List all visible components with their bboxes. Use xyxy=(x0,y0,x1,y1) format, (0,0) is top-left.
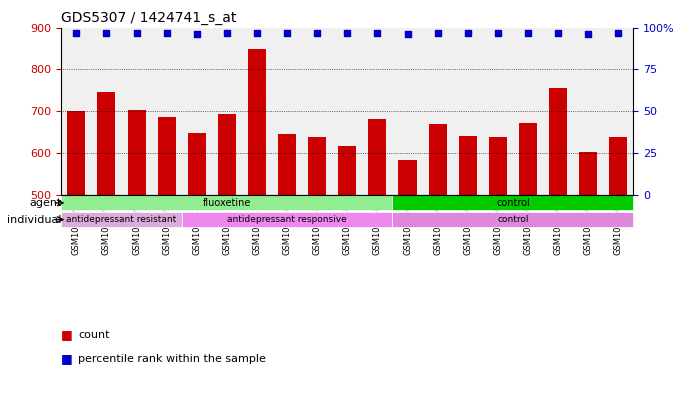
Bar xyxy=(67,111,85,393)
Bar xyxy=(459,136,477,393)
Point xyxy=(372,29,383,36)
Text: antidepressant responsive: antidepressant responsive xyxy=(227,215,347,224)
Point xyxy=(312,29,323,36)
Bar xyxy=(97,92,116,393)
Point xyxy=(161,29,172,36)
Text: fluoxetine: fluoxetine xyxy=(203,198,251,208)
Point xyxy=(522,29,533,36)
Bar xyxy=(368,119,386,393)
Bar xyxy=(188,133,206,393)
Point xyxy=(221,29,232,36)
Point xyxy=(131,29,142,36)
FancyBboxPatch shape xyxy=(392,212,633,227)
Text: individual: individual xyxy=(7,215,61,224)
Point xyxy=(282,29,293,36)
Text: percentile rank within the sample: percentile rank within the sample xyxy=(78,354,266,364)
Point xyxy=(583,31,594,37)
FancyBboxPatch shape xyxy=(61,212,182,227)
Bar xyxy=(519,123,537,393)
Text: control: control xyxy=(497,215,528,224)
Point xyxy=(191,31,202,37)
Text: antidepressant resistant: antidepressant resistant xyxy=(66,215,176,224)
Text: agent: agent xyxy=(29,198,61,208)
Bar xyxy=(428,123,447,393)
Bar xyxy=(579,152,597,393)
Point xyxy=(462,29,473,36)
Bar xyxy=(338,146,356,393)
Bar xyxy=(609,137,627,393)
Bar xyxy=(248,49,266,393)
Bar xyxy=(398,160,417,393)
FancyBboxPatch shape xyxy=(61,195,392,210)
Point xyxy=(101,29,112,36)
Text: GDS5307 / 1424741_s_at: GDS5307 / 1424741_s_at xyxy=(61,11,237,25)
Point xyxy=(432,29,443,36)
Bar xyxy=(127,110,146,393)
Bar xyxy=(157,117,176,393)
Point xyxy=(71,29,82,36)
Bar xyxy=(308,137,326,393)
FancyBboxPatch shape xyxy=(392,195,633,210)
Point xyxy=(342,29,353,36)
Bar xyxy=(549,88,567,393)
Bar xyxy=(278,134,296,393)
Point xyxy=(613,29,624,36)
Text: count: count xyxy=(78,330,110,340)
Point xyxy=(552,29,563,36)
Bar xyxy=(218,114,236,393)
Point xyxy=(492,29,503,36)
Text: ■: ■ xyxy=(61,328,73,341)
Point xyxy=(402,31,413,37)
Text: ■: ■ xyxy=(61,352,73,365)
FancyBboxPatch shape xyxy=(182,212,392,227)
Text: control: control xyxy=(496,198,530,208)
Bar xyxy=(489,137,507,393)
Point xyxy=(251,29,262,36)
